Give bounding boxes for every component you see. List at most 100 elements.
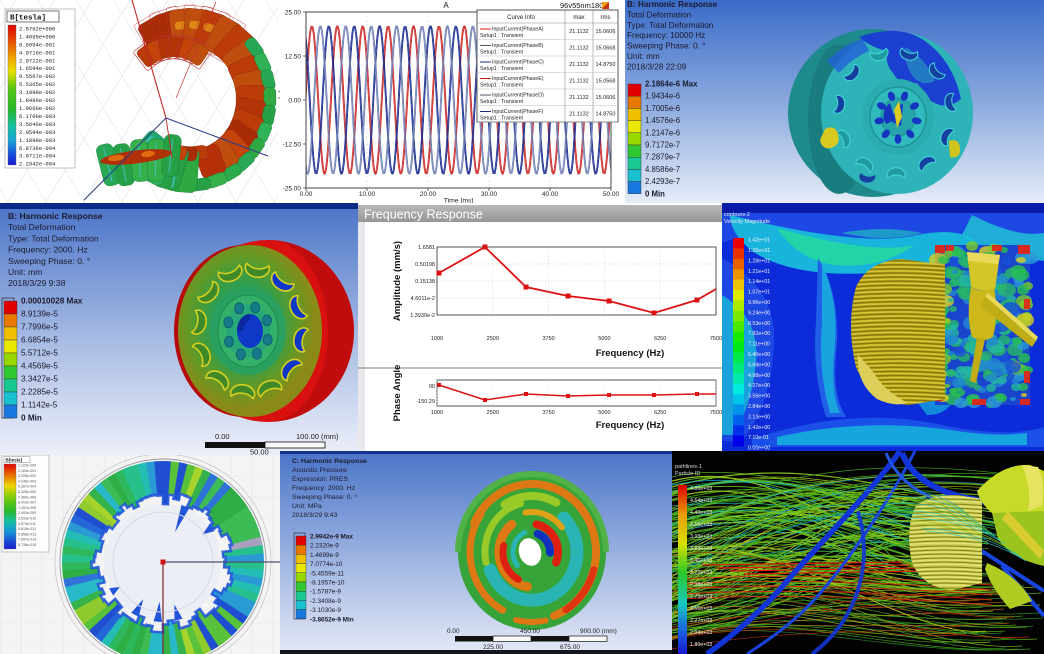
svg-text:21.1132: 21.1132: [569, 79, 588, 85]
svg-text:2018/3/29 9:38: 2018/3/29 9:38: [8, 278, 66, 288]
svg-text:Unit: mm: Unit: mm: [8, 267, 42, 277]
svg-text:B: Harmonic Response: B: Harmonic Response: [8, 211, 103, 221]
svg-text:Setup1 : Transient: Setup1 : Transient: [480, 99, 524, 105]
svg-text:21.1132: 21.1132: [569, 29, 588, 35]
svg-text:Frequency: 2000. Hz: Frequency: 2000. Hz: [8, 245, 88, 255]
svg-text:2.13e+00: 2.13e+00: [748, 414, 770, 420]
svg-text:3.46e+03: 3.46e+03: [690, 558, 712, 564]
svg-text:12.50: 12.50: [285, 53, 302, 60]
svg-text:7.82e+00: 7.82e+00: [748, 331, 770, 337]
svg-text:2.1864e-6 Max: 2.1864e-6 Max: [645, 80, 698, 89]
svg-text:100.00 (mm): 100.00 (mm): [296, 432, 339, 441]
svg-text:Unit: MPa: Unit: MPa: [292, 503, 322, 510]
svg-text:6.6854e-5: 6.6854e-5: [21, 336, 58, 345]
svg-text:5.5365e-002: 5.5365e-002: [19, 81, 55, 88]
svg-text:-2.3408e-9: -2.3408e-9: [310, 598, 341, 605]
svg-text:1.14e+01: 1.14e+01: [748, 279, 770, 285]
svg-text:Time [ms]: Time [ms]: [444, 198, 474, 204]
svg-text:2.98e+03: 2.98e+03: [690, 582, 712, 588]
svg-text:6.8736e-004: 6.8736e-004: [19, 145, 56, 152]
svg-text:2.27e+03: 2.27e+03: [690, 618, 712, 624]
svg-text:3.56e+00: 3.56e+00: [748, 394, 770, 400]
svg-text:15.0568: 15.0568: [596, 79, 616, 85]
svg-text:2.2320e-9: 2.2320e-9: [310, 543, 339, 550]
svg-text:8.9139e-5: 8.9139e-5: [21, 310, 58, 319]
svg-text:2.75e+03: 2.75e+03: [690, 594, 712, 600]
svg-text:5000: 5000: [598, 410, 610, 416]
svg-text:6.656e-013: 6.656e-013: [18, 532, 36, 536]
svg-text:7.7996e-5: 7.7996e-5: [21, 323, 58, 332]
svg-text:0.00: 0.00: [288, 97, 301, 104]
svg-text:2.04e+03: 2.04e+03: [690, 630, 712, 636]
svg-text:1.2147e-6: 1.2147e-6: [645, 128, 680, 137]
svg-text:InputCurrent(PhaseB): InputCurrent(PhaseB): [492, 43, 544, 49]
svg-text:B: Harmonic Response: B: Harmonic Response: [627, 0, 718, 9]
svg-text:Sweeping Phase: 0. °: Sweeping Phase: 0. °: [292, 493, 357, 501]
svg-text:0.15138: 0.15138: [415, 279, 435, 285]
svg-text:Type: Total Deformation: Type: Total Deformation: [627, 21, 714, 30]
svg-text:Frequency Response: Frequency Response: [364, 208, 483, 222]
svg-text:225.00: 225.00: [483, 644, 503, 651]
svg-text:3.69e+03: 3.69e+03: [690, 546, 712, 552]
svg-text:50.00: 50.00: [250, 448, 269, 456]
svg-text:3.533e-010: 3.533e-010: [18, 517, 36, 521]
svg-text:4.8586e-7: 4.8586e-7: [645, 165, 680, 174]
svg-text:900.00 (mm): 900.00 (mm): [580, 628, 617, 635]
svg-text:7.10e-01: 7.10e-01: [748, 435, 769, 441]
svg-text:1.0660e-002: 1.0660e-002: [19, 105, 55, 112]
svg-text:InputCurrent(PhaseD): InputCurrent(PhaseD): [492, 93, 544, 99]
svg-text:0.00: 0.00: [447, 628, 460, 635]
svg-text:1.35e+01: 1.35e+01: [748, 248, 770, 254]
svg-text:Setup1 : Transient: Setup1 : Transient: [480, 33, 524, 39]
svg-text:0.00010028 Max: 0.00010028 Max: [21, 297, 83, 306]
svg-text:3750: 3750: [542, 410, 554, 416]
svg-text:Setup1 : Transient: Setup1 : Transient: [480, 66, 524, 72]
svg-text:25.00: 25.00: [285, 9, 302, 16]
svg-text:1.6581: 1.6581: [418, 245, 435, 251]
svg-text:Velocity Magnitude: Velocity Magnitude: [724, 219, 770, 225]
svg-text:Sweeping Phase: 0. °: Sweeping Phase: 0. °: [8, 256, 90, 266]
svg-text:5.287e-004: 5.287e-004: [18, 485, 36, 489]
svg-text:-8.1957e-10: -8.1957e-10: [310, 580, 345, 587]
svg-text:pathlines-1: pathlines-1: [675, 464, 702, 470]
svg-text:15.0606: 15.0606: [596, 29, 616, 35]
svg-text:1.1898e-003: 1.1898e-003: [19, 137, 55, 144]
svg-text:B[tesla]: B[tesla]: [6, 458, 23, 463]
svg-text:4.16e+03: 4.16e+03: [690, 522, 712, 528]
svg-text:0.00e+00: 0.00e+00: [748, 446, 770, 451]
svg-text:5.615e-012: 5.615e-012: [18, 527, 36, 531]
svg-text:0.00: 0.00: [215, 432, 230, 441]
svg-text:7.0774e-10: 7.0774e-10: [310, 561, 343, 568]
svg-text:4.574e-011: 4.574e-011: [18, 522, 36, 526]
svg-text:-5.4559e-11: -5.4559e-11: [310, 570, 344, 577]
svg-text:8.6054e-001: 8.6054e-001: [19, 41, 56, 48]
svg-text:0.00: 0.00: [300, 191, 313, 198]
svg-text:90: 90: [429, 384, 435, 390]
svg-text:Total Deformation: Total Deformation: [8, 222, 76, 232]
svg-text:9.24e+00: 9.24e+00: [748, 310, 770, 316]
svg-text:5.5712e-5: 5.5712e-5: [21, 349, 58, 358]
svg-text:0 Min: 0 Min: [21, 414, 42, 423]
svg-text:2.5762e+000: 2.5762e+000: [19, 26, 55, 33]
svg-text:2.84e+00: 2.84e+00: [748, 404, 770, 410]
svg-text:30.00: 30.00: [481, 191, 498, 198]
svg-text:8.738e-015: 8.738e-015: [18, 543, 36, 547]
svg-text:1.21e+01: 1.21e+01: [748, 269, 770, 275]
svg-text:Amplitude (mm/s): Amplitude (mm/s): [392, 241, 403, 321]
svg-text:6.40e+00: 6.40e+00: [748, 352, 770, 358]
svg-text:15.0668: 15.0668: [596, 46, 616, 52]
svg-text:Expression: PRES: Expression: PRES: [292, 476, 348, 483]
svg-text:2.9722e-001: 2.9722e-001: [19, 57, 56, 64]
svg-text:2.164e-001: 2.164e-001: [18, 469, 36, 473]
svg-text:InputCurrent(PhaseC): InputCurrent(PhaseC): [492, 60, 544, 66]
svg-text:max: max: [573, 15, 584, 21]
svg-text:6250: 6250: [654, 410, 666, 416]
svg-text:6250: 6250: [654, 336, 666, 342]
svg-text:Phase Angle: Phase Angle: [392, 365, 403, 422]
svg-text:1.7005e-6: 1.7005e-6: [645, 104, 680, 113]
svg-text:1000: 1000: [431, 410, 443, 416]
svg-text:5000: 5000: [598, 336, 610, 342]
svg-text:InputCurrent(PhaseA): InputCurrent(PhaseA): [492, 27, 544, 33]
svg-text:Setup1 : Transient: Setup1 : Transient: [480, 116, 524, 122]
svg-text:1.4576e-6: 1.4576e-6: [645, 116, 680, 125]
